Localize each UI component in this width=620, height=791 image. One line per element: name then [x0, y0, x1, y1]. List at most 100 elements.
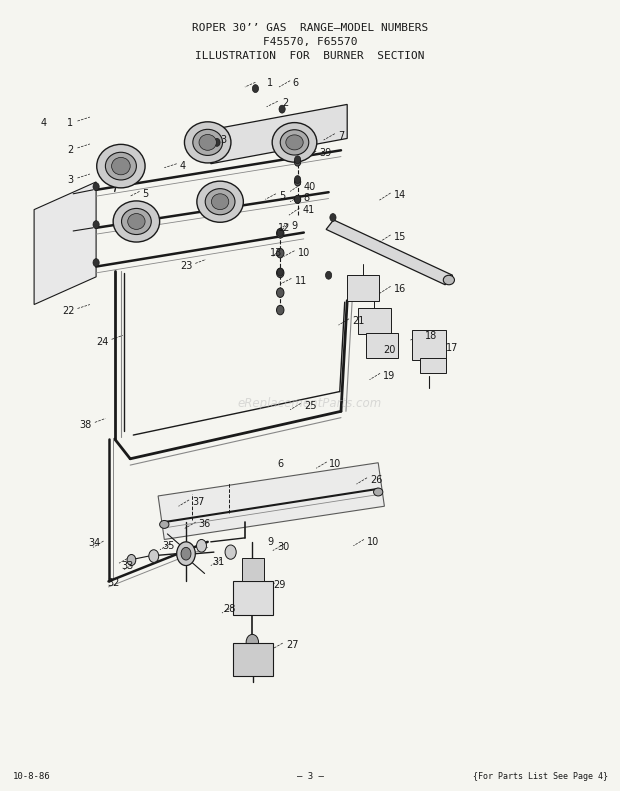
Text: 24: 24: [96, 337, 108, 346]
Text: 30: 30: [278, 543, 290, 552]
Circle shape: [277, 248, 284, 258]
Ellipse shape: [280, 130, 309, 155]
Bar: [232, 643, 273, 676]
Circle shape: [277, 288, 284, 297]
Text: 25: 25: [304, 401, 316, 411]
Bar: [366, 333, 398, 358]
Circle shape: [197, 539, 206, 552]
Polygon shape: [34, 182, 96, 305]
Polygon shape: [211, 104, 347, 164]
Text: 10-8-86: 10-8-86: [12, 772, 50, 782]
Circle shape: [177, 542, 195, 566]
Text: 23: 23: [180, 261, 192, 271]
Text: {For Parts List See Page 4}: {For Parts List See Page 4}: [472, 772, 608, 782]
Text: 33: 33: [121, 561, 133, 570]
Text: 1: 1: [67, 118, 73, 127]
Text: 38: 38: [79, 420, 92, 430]
Text: ILLUSTRATION  FOR  BURNER  SECTION: ILLUSTRATION FOR BURNER SECTION: [195, 51, 425, 61]
Circle shape: [326, 271, 332, 279]
Circle shape: [225, 545, 236, 559]
Circle shape: [294, 195, 301, 203]
Ellipse shape: [97, 144, 145, 187]
Circle shape: [93, 259, 99, 267]
Polygon shape: [326, 220, 453, 285]
Text: 36: 36: [198, 520, 211, 529]
Circle shape: [279, 105, 285, 113]
Text: 6: 6: [278, 460, 284, 469]
Text: 18: 18: [425, 331, 437, 341]
Text: 10: 10: [298, 248, 310, 258]
Circle shape: [294, 178, 301, 186]
Circle shape: [277, 229, 283, 237]
Text: 22: 22: [62, 306, 74, 316]
Text: 15: 15: [394, 233, 406, 242]
Bar: [420, 358, 446, 373]
Text: 28: 28: [223, 604, 236, 614]
Text: 32: 32: [107, 578, 120, 588]
Text: 7: 7: [338, 131, 344, 141]
Ellipse shape: [211, 194, 229, 210]
Text: 10: 10: [329, 460, 341, 469]
Bar: [412, 330, 446, 360]
Bar: [232, 581, 273, 615]
Text: 19: 19: [383, 371, 396, 380]
Text: 5: 5: [143, 189, 149, 199]
Ellipse shape: [128, 214, 145, 229]
Text: ROPER 30’’ GAS  RANGE–MODEL NUMBERS: ROPER 30’’ GAS RANGE–MODEL NUMBERS: [192, 23, 428, 32]
Text: 16: 16: [394, 284, 406, 293]
Text: 35: 35: [162, 541, 175, 551]
Text: eReplacementParts.com: eReplacementParts.com: [238, 397, 382, 410]
Circle shape: [149, 550, 159, 562]
Circle shape: [277, 305, 284, 315]
Ellipse shape: [160, 520, 169, 528]
Text: 37: 37: [192, 498, 205, 507]
Bar: [347, 275, 379, 301]
Polygon shape: [158, 463, 384, 539]
Text: 11: 11: [294, 276, 307, 286]
Circle shape: [181, 547, 191, 560]
Circle shape: [277, 268, 284, 278]
Circle shape: [246, 634, 259, 650]
Bar: [358, 308, 391, 334]
Text: 14: 14: [394, 191, 406, 200]
Circle shape: [93, 221, 99, 229]
Text: 4: 4: [180, 161, 186, 171]
Text: 6: 6: [293, 78, 299, 88]
Text: 34: 34: [88, 539, 100, 548]
Ellipse shape: [197, 181, 244, 222]
Circle shape: [294, 195, 301, 203]
Circle shape: [93, 183, 99, 191]
Text: – 3 –: – 3 –: [296, 772, 324, 782]
Text: 2: 2: [67, 146, 73, 155]
Ellipse shape: [443, 275, 454, 285]
Text: 1: 1: [267, 78, 273, 88]
Circle shape: [127, 554, 136, 566]
Text: 9: 9: [291, 221, 298, 231]
Ellipse shape: [112, 157, 130, 175]
Ellipse shape: [373, 488, 383, 496]
Text: 4: 4: [40, 118, 46, 127]
Text: F45570, F65570: F45570, F65570: [263, 37, 357, 47]
Text: 31: 31: [212, 557, 224, 566]
Text: 41: 41: [303, 206, 315, 215]
Text: 3: 3: [220, 135, 226, 145]
Text: 21: 21: [352, 316, 365, 326]
Text: 10: 10: [367, 537, 379, 547]
Ellipse shape: [185, 122, 231, 163]
Text: 8: 8: [304, 193, 310, 202]
Text: 2: 2: [282, 98, 288, 108]
Text: 26: 26: [370, 475, 383, 485]
Ellipse shape: [286, 135, 303, 150]
Circle shape: [294, 158, 301, 166]
Ellipse shape: [105, 152, 136, 180]
Circle shape: [252, 85, 259, 93]
Circle shape: [294, 176, 301, 184]
Ellipse shape: [193, 129, 223, 156]
Text: 12: 12: [278, 223, 290, 233]
Ellipse shape: [122, 209, 151, 235]
Bar: [242, 558, 264, 581]
Ellipse shape: [199, 134, 216, 150]
Ellipse shape: [205, 188, 235, 215]
Circle shape: [294, 156, 301, 164]
Circle shape: [330, 214, 336, 221]
